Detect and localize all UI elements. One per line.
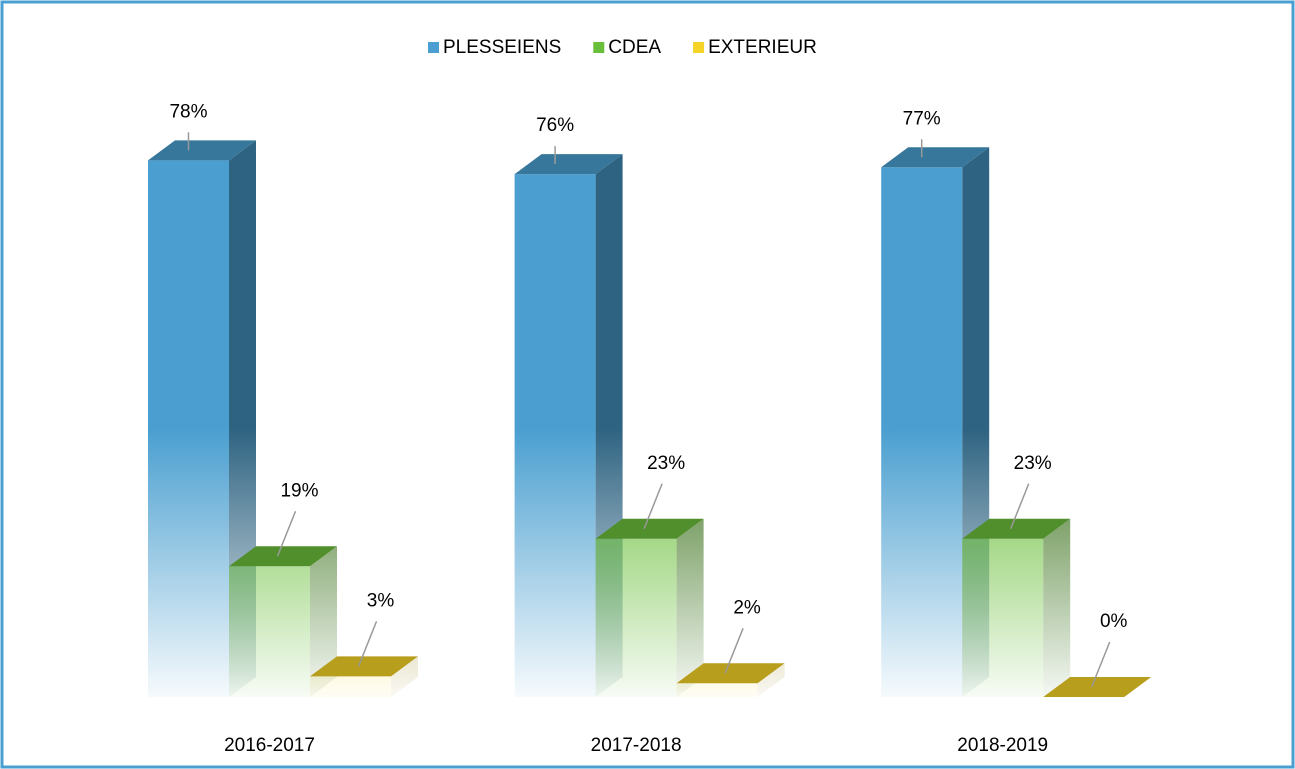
bar-front xyxy=(148,160,229,698)
bar-front xyxy=(881,167,963,698)
value-label: 76% xyxy=(536,115,574,136)
bar-top xyxy=(1043,677,1152,697)
leader-line xyxy=(276,511,297,557)
bar-side xyxy=(757,663,785,697)
bar xyxy=(310,656,418,697)
bar-top xyxy=(962,518,1071,539)
leader-line xyxy=(643,483,663,530)
legend-label: EXTERIEUR xyxy=(708,37,817,58)
value-label: 23% xyxy=(647,453,685,474)
value-label: 0% xyxy=(1100,611,1128,632)
bar-side xyxy=(310,546,337,697)
leader-line xyxy=(1010,483,1030,530)
bar-front xyxy=(229,566,310,697)
bar-top xyxy=(310,656,418,677)
value-label: 19% xyxy=(280,480,318,501)
bar xyxy=(1043,677,1152,697)
x-tick-label: 2016-2017 xyxy=(224,735,315,756)
value-label: 23% xyxy=(1014,453,1052,474)
value-label: 78% xyxy=(169,101,207,122)
legend-swatch xyxy=(428,42,439,53)
value-label: 77% xyxy=(903,108,941,129)
legend-label: CDEA xyxy=(608,37,661,58)
bar xyxy=(881,147,990,698)
bar-top xyxy=(595,518,704,539)
legend-swatch xyxy=(593,42,605,53)
value-label: 2% xyxy=(733,597,761,618)
legend-swatch xyxy=(693,42,705,53)
x-tick-label: 2018-2019 xyxy=(957,735,1048,756)
bar xyxy=(962,518,1071,697)
bar-front xyxy=(514,174,596,697)
bar xyxy=(595,518,704,697)
bar xyxy=(514,154,623,697)
bar-top xyxy=(148,140,256,161)
x-tick-label: 2017-2018 xyxy=(591,735,682,756)
bar-front xyxy=(962,538,1044,697)
leader-line xyxy=(724,627,744,674)
bar-top xyxy=(881,147,990,168)
legend-label: PLESSEIENS xyxy=(443,37,561,58)
bar-side xyxy=(1043,518,1071,697)
bar-side xyxy=(391,656,418,697)
bar-front xyxy=(310,676,391,697)
bar-side xyxy=(676,518,704,697)
bar xyxy=(229,546,337,697)
bar-top xyxy=(229,546,337,567)
bar-front xyxy=(595,538,677,697)
bar-front xyxy=(676,683,758,697)
leader-line xyxy=(1091,641,1111,688)
leader-line xyxy=(357,621,378,667)
bar-top xyxy=(676,663,785,684)
bar-top xyxy=(514,154,623,175)
bar xyxy=(148,140,256,698)
bar xyxy=(676,663,785,697)
value-label: 3% xyxy=(367,590,395,611)
